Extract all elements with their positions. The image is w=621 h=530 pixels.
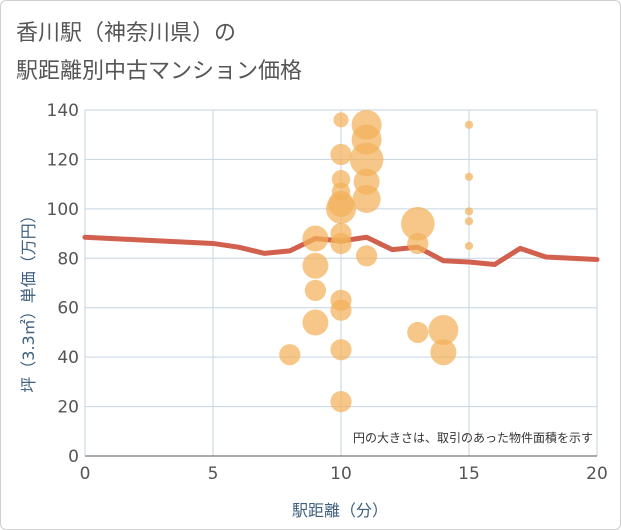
data-bubble <box>352 184 381 214</box>
y-tick-label: 100 <box>47 200 79 220</box>
data-bubble <box>349 142 384 177</box>
data-bubble <box>464 217 474 226</box>
data-bubble <box>304 279 327 302</box>
x-tick-label: 0 <box>80 464 91 484</box>
data-bubble <box>464 120 474 129</box>
x-tick-label: 20 <box>586 464 608 484</box>
chart-title-line-2: 駅距離別中古マンション価格 <box>16 59 302 84</box>
data-bubble <box>333 112 349 128</box>
data-bubble <box>355 245 378 267</box>
y-tick-label: 0 <box>68 447 79 467</box>
data-bubble <box>430 339 457 366</box>
y-tick-label: 60 <box>57 299 79 319</box>
grid <box>84 109 598 457</box>
x-tick-label: 15 <box>458 464 480 484</box>
tick-labels: 0 20 40 60 80 100 120 140 0 5 10 15 20 <box>47 101 608 484</box>
y-tick-label: 20 <box>57 398 79 418</box>
x-axis-label: 駅距離（分） <box>292 501 388 520</box>
data-bubble <box>464 172 474 181</box>
chart-title-line-1: 香川駅（神奈川県）の <box>16 21 236 46</box>
size-note: 円の大きさは、取引のあった物件面積を示す <box>353 430 593 445</box>
y-tick-label: 120 <box>47 150 79 170</box>
x-tick-label: 5 <box>208 464 219 484</box>
data-bubble <box>302 309 329 336</box>
data-bubble <box>464 241 474 251</box>
x-tick-label: 10 <box>330 464 352 484</box>
y-tick-label: 80 <box>57 249 79 269</box>
data-bubble <box>302 252 329 279</box>
data-bubble <box>330 143 352 166</box>
y-axis-label: 坪（3.3㎡）単価（万円） <box>19 207 38 392</box>
data-bubble <box>428 314 459 345</box>
data-bubble <box>330 391 352 413</box>
data-bubble <box>330 339 352 361</box>
y-tick-label: 40 <box>57 348 79 368</box>
data-bubble <box>407 232 429 255</box>
data-bubble <box>401 206 435 241</box>
bubbles <box>279 109 474 413</box>
data-bubble <box>302 225 329 252</box>
data-bubble <box>279 344 301 366</box>
data-bubble <box>326 193 356 224</box>
data-bubble <box>464 207 474 216</box>
y-tick-label: 140 <box>47 101 79 121</box>
data-bubble <box>330 299 352 321</box>
data-bubble <box>330 232 352 255</box>
data-bubble <box>407 321 429 344</box>
